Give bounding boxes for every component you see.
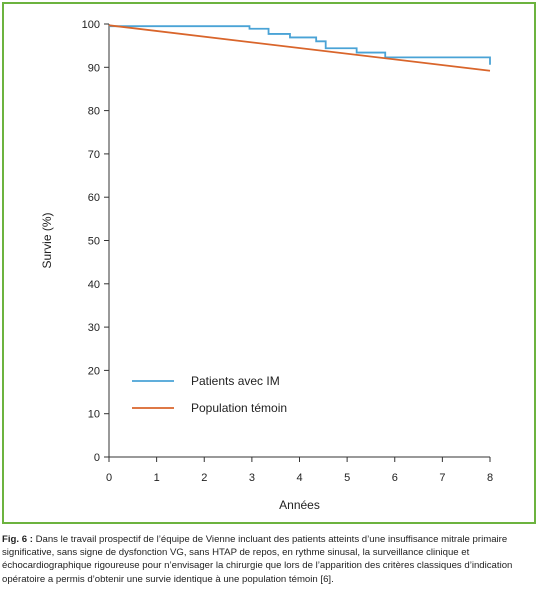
x-tick-label-8: 8 xyxy=(487,472,493,484)
figure-frame xyxy=(2,2,536,524)
y-tick-label-30: 30 xyxy=(88,322,100,334)
x-tick-label-4: 4 xyxy=(296,472,302,484)
legend-label-2: Population témoin xyxy=(191,401,287,415)
x-tick-label-3: 3 xyxy=(249,472,255,484)
x-tick-label-1: 1 xyxy=(154,472,160,484)
x-tick-label-5: 5 xyxy=(344,472,350,484)
legend-label-1: Patients avec IM xyxy=(191,374,280,388)
caption-text: Dans le travail prospectif de l’équipe d… xyxy=(2,534,513,585)
y-tick-label-80: 80 xyxy=(88,106,100,118)
x-tick-label-7: 7 xyxy=(439,472,445,484)
patients-im-line xyxy=(109,25,491,65)
y-tick-label-20: 20 xyxy=(88,365,100,377)
chart-series xyxy=(108,24,491,72)
x-tick-label-2: 2 xyxy=(201,472,207,484)
x-tick-label-6: 6 xyxy=(392,472,398,484)
chart-axes: 0 10 20 30 40 50 60 70 80 90 100 0 1 2 3 4 5 6 7 8 xyxy=(82,19,493,484)
caption-label: Fig. 6 : xyxy=(2,534,33,545)
y-tick-label-100: 100 xyxy=(82,19,100,31)
survival-chart: 0 10 20 30 40 50 60 70 80 90 100 0 1 2 3 4 5 6 7 8 Patients… xyxy=(40,19,493,512)
x-axis-title: Années xyxy=(279,498,320,512)
population-temoin-line xyxy=(108,24,491,72)
y-axis-title: Survie (%) xyxy=(40,212,54,268)
figure-caption: Fig. 6 : Dans le travail prospectif de l… xyxy=(2,533,536,586)
y-tick-label-90: 90 xyxy=(88,62,100,74)
chart-legend: Patients avec IM Population témoin xyxy=(132,374,287,415)
y-tick-label-10: 10 xyxy=(88,409,100,421)
y-tick-label-70: 70 xyxy=(88,149,100,161)
y-tick-label-60: 60 xyxy=(88,192,100,204)
x-tick-label-0: 0 xyxy=(106,472,112,484)
y-tick-label-40: 40 xyxy=(88,279,100,291)
y-tick-label-50: 50 xyxy=(88,236,100,248)
y-tick-label-0: 0 xyxy=(94,452,100,464)
